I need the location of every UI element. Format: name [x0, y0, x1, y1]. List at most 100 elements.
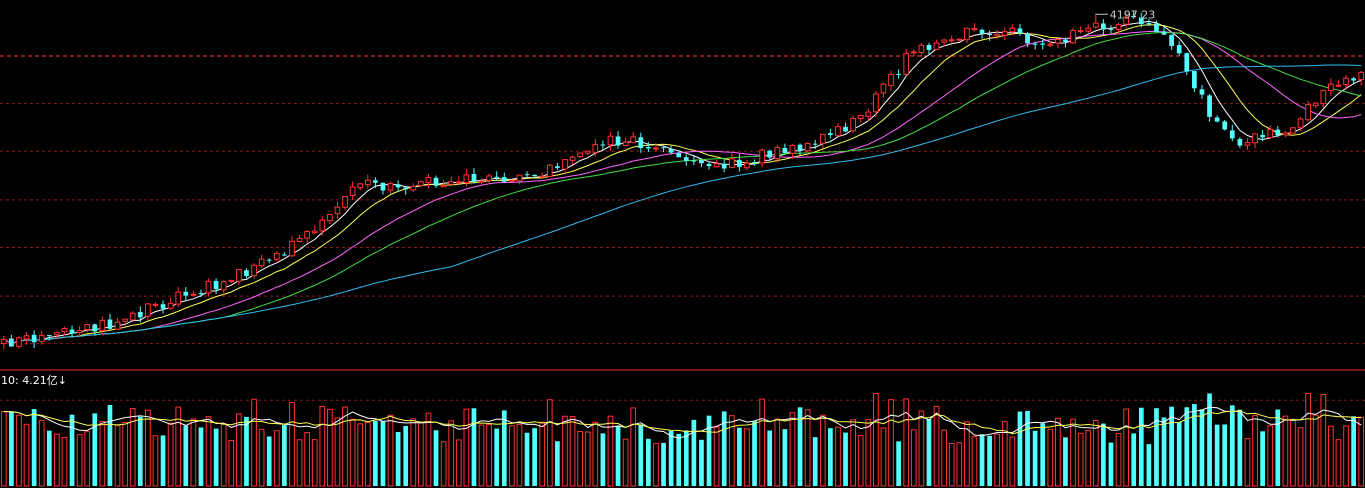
- volume-bar: [190, 418, 197, 487]
- candle: [1351, 77, 1356, 84]
- candle-body: [1207, 95, 1212, 117]
- volume-bar: [584, 431, 591, 487]
- candle: [737, 154, 742, 172]
- candle-body: [1131, 15, 1137, 18]
- candle-body: [129, 312, 136, 321]
- candle-body: [190, 293, 197, 296]
- candle-body: [941, 39, 947, 43]
- candle-body: [311, 230, 318, 234]
- candle-body: [296, 237, 303, 243]
- candle-body: [971, 28, 978, 31]
- candle: [638, 132, 644, 153]
- candle: [1032, 41, 1038, 50]
- candle-body: [789, 144, 796, 154]
- candle: [767, 149, 773, 161]
- candle-body: [1123, 16, 1129, 25]
- candle: [160, 300, 166, 314]
- candle-body: [1199, 89, 1205, 95]
- candle: [1312, 102, 1319, 108]
- volume-bar: [296, 439, 303, 487]
- candle-body: [16, 337, 22, 347]
- volume-bar: [668, 430, 674, 486]
- candle-body: [1176, 45, 1182, 54]
- volume-bar: [69, 414, 75, 486]
- candle-body: [373, 180, 378, 183]
- candle: [797, 143, 803, 156]
- volume-bar: [1085, 430, 1092, 487]
- volume-bar: [76, 434, 83, 487]
- volume-bar: [31, 409, 37, 486]
- candle: [440, 179, 447, 188]
- candle: [1040, 39, 1046, 50]
- volume-bar: [516, 424, 523, 487]
- candle-body: [1358, 71, 1365, 81]
- candle: [577, 152, 583, 158]
- candle: [1267, 125, 1274, 140]
- volume-bar: [888, 399, 894, 487]
- candle: [857, 114, 864, 123]
- volume-bar: [342, 406, 348, 487]
- candle-body: [273, 252, 280, 260]
- volume-bar: [843, 432, 848, 486]
- volume-bars: [0, 392, 1365, 487]
- candle-body: [1085, 27, 1092, 32]
- candle-body: [220, 281, 227, 291]
- candle: [236, 269, 242, 286]
- volume-bar: [646, 438, 651, 486]
- candle-body: [440, 185, 447, 188]
- candle: [804, 142, 811, 156]
- volume-bar: [1063, 437, 1068, 486]
- candle-body: [1237, 139, 1243, 146]
- volume-bar: [1237, 409, 1243, 486]
- volume-bar: [933, 405, 940, 487]
- candle: [357, 182, 364, 191]
- volume-bar: [524, 432, 530, 486]
- candle-body: [1115, 24, 1122, 30]
- candle: [289, 236, 295, 258]
- volume-bar: [661, 442, 666, 486]
- volume-bar: [84, 431, 91, 487]
- candle-body: [258, 258, 265, 267]
- candle-body: [1260, 134, 1265, 138]
- volume-bar: [994, 433, 1001, 487]
- candle: [1290, 127, 1296, 134]
- candle-body: [873, 93, 879, 113]
- moving-average-lines: [3, 20, 1362, 344]
- candle: [744, 159, 750, 171]
- candle: [1343, 74, 1349, 90]
- volume-bar: [1312, 414, 1319, 487]
- candle-body: [1244, 142, 1251, 146]
- candle: [1138, 12, 1144, 28]
- volume-bar: [555, 441, 560, 486]
- volume-bar: [926, 419, 932, 486]
- candle-body: [38, 334, 45, 342]
- candle: [774, 144, 781, 163]
- volume-bar: [1282, 415, 1289, 487]
- volume-bar: [334, 417, 341, 487]
- candle: [1085, 24, 1092, 33]
- candle: [403, 186, 409, 195]
- candle: [1335, 79, 1342, 88]
- candle: [213, 278, 219, 294]
- candle-body: [546, 164, 553, 177]
- volume-bar: [774, 418, 781, 487]
- candle-body: [896, 73, 901, 75]
- candle-body: [304, 231, 310, 239]
- volume-label: 10: 4.21亿↓: [1, 374, 67, 387]
- candle: [9, 334, 14, 347]
- candle: [1154, 20, 1159, 33]
- candle: [926, 42, 932, 55]
- candle-body: [910, 51, 917, 54]
- volume-bar: [1032, 430, 1038, 486]
- volume-bar: [979, 434, 985, 486]
- volume-bar: [364, 421, 371, 487]
- volume-bar: [501, 410, 507, 486]
- candle-body: [706, 163, 712, 167]
- volume-bar: [1229, 405, 1235, 486]
- volume-bar: [699, 439, 704, 486]
- volume-bar: [873, 392, 879, 487]
- candle: [137, 306, 143, 323]
- volume-bar: [205, 416, 212, 487]
- candle-body: [114, 321, 121, 330]
